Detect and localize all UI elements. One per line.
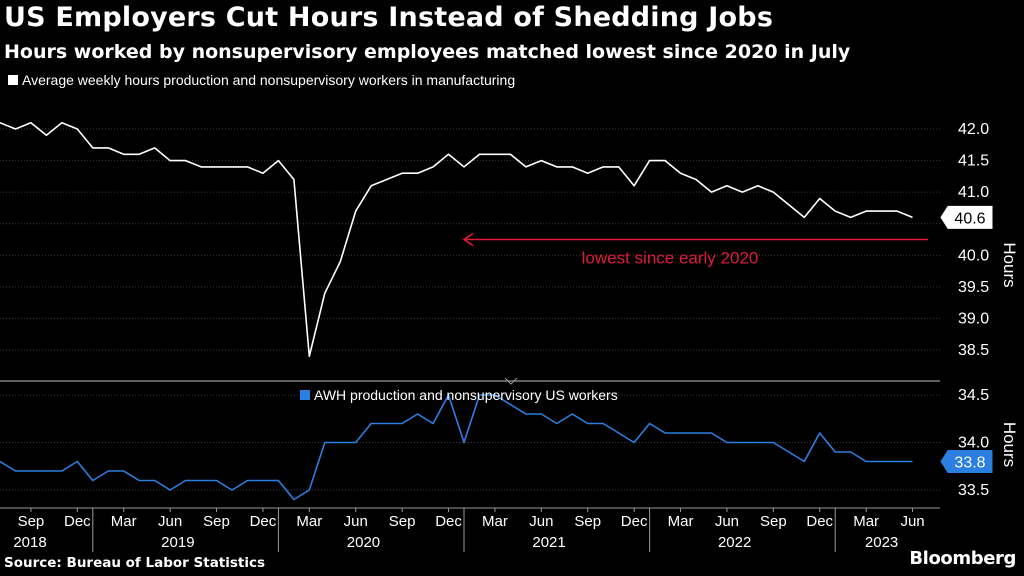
- x-tick-label: Dec: [435, 513, 462, 530]
- upper-y-tick-label: 41.5: [958, 153, 989, 170]
- x-tick-label: Sep: [574, 513, 601, 530]
- panel-divider-handle: [504, 377, 518, 385]
- annotation-label: lowest since early 2020: [582, 249, 759, 268]
- x-tick-label: Jun: [715, 513, 739, 530]
- x-tick-label: Dec: [64, 513, 91, 530]
- lower-y-tick-label: 33.5: [958, 482, 989, 499]
- x-tick-label: Mar: [296, 513, 322, 530]
- x-year-label: 2019: [161, 534, 194, 551]
- x-tick-label: Dec: [621, 513, 648, 530]
- upper-y-tick-label: 38.5: [958, 342, 989, 359]
- upper-legend-label: Average weekly hours production and nons…: [22, 72, 515, 88]
- upper-series-line: [0, 121, 913, 358]
- upper-legend-swatch: [8, 75, 18, 85]
- chart-title: US Employers Cut Hours Instead of Sheddi…: [4, 2, 774, 33]
- lower-legend-label: AWH production and nonsupervisory US wor…: [314, 387, 618, 403]
- lower-y-tick-label: 34.5: [958, 387, 989, 404]
- x-tick-label: Mar: [482, 513, 508, 530]
- lower-last-value-box: [940, 450, 993, 473]
- x-tick-label: Sep: [389, 513, 416, 530]
- upper-y-axis-label: Hours: [1000, 242, 1019, 287]
- upper-y-tick-label: 40.0: [958, 247, 989, 264]
- upper-y-tick-label: 39.5: [958, 279, 989, 296]
- x-tick-label: Jun: [529, 513, 553, 530]
- x-tick-label: Jun: [900, 513, 924, 530]
- x-tick-label: Mar: [111, 513, 137, 530]
- upper-y-tick-label: 42.0: [958, 121, 989, 138]
- x-tick-label: Dec: [250, 513, 277, 530]
- x-tick-label: Sep: [203, 513, 230, 530]
- chart-subtitle: Hours worked by nonsupervisory employees…: [4, 41, 851, 63]
- x-tick-label: Mar: [853, 513, 879, 530]
- x-year-label: 2020: [347, 534, 380, 551]
- lower-y-tick-label: 34.0: [958, 435, 989, 452]
- x-tick-label: Sep: [760, 513, 787, 530]
- x-year-label: 2021: [532, 534, 565, 551]
- x-year-label: 2023: [865, 534, 898, 551]
- x-year-label: 2018: [13, 534, 46, 551]
- bloomberg-logo: Bloomberg: [909, 548, 1016, 569]
- x-tick-label: Sep: [18, 513, 45, 530]
- lower-y-axis-label: Hours: [1000, 422, 1019, 467]
- x-tick-label: Jun: [158, 513, 182, 530]
- upper-y-tick-label: 41.0: [958, 184, 989, 201]
- source-note: Source: Bureau of Labor Statistics: [4, 555, 266, 571]
- lower-series-line: [0, 394, 913, 501]
- upper-last-value-label: 40.6: [954, 210, 985, 227]
- x-tick-label: Mar: [668, 513, 694, 530]
- lower-last-value-label: 33.8: [954, 455, 985, 472]
- lower-legend-swatch: [300, 390, 310, 400]
- x-year-label: 2022: [718, 534, 751, 551]
- upper-y-tick-label: 39.0: [958, 310, 989, 327]
- annotation-arrow-head: [462, 232, 474, 247]
- upper-last-value-box: [940, 205, 993, 229]
- x-tick-label: Jun: [344, 513, 368, 530]
- x-tick-label: Dec: [806, 513, 833, 530]
